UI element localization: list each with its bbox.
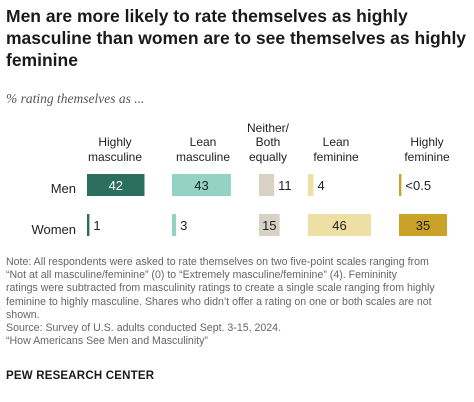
chart-plot: 42 43 11 4 <0.5 1 3 15 46 35 <box>87 174 447 236</box>
data-label-women-2: 15 <box>262 218 276 233</box>
column-header-line: Neither/ <box>246 120 290 135</box>
bar-women-4 <box>399 214 447 236</box>
column-header-lean-masculine: Lean masculine <box>161 120 245 164</box>
column-header-line: feminine <box>313 149 359 164</box>
bar-men-0 <box>87 174 145 196</box>
note-line: “Not at all masculine/feminine” (0) to “… <box>6 269 397 282</box>
column-header-line: Lean <box>322 135 350 149</box>
data-label-women-0: 1 <box>93 218 100 233</box>
notes-block: Note: All respondents were asked to rate… <box>6 256 470 348</box>
column-header-line: feminine <box>404 149 450 164</box>
column-header-line: Both <box>255 135 281 149</box>
column-header-line: masculine <box>87 149 143 164</box>
column-header-line: Highly <box>98 135 132 149</box>
column-header-neither-both: Neither/ Both equally <box>231 120 305 164</box>
data-label-women-3: 46 <box>332 218 346 233</box>
bar-men-4 <box>399 174 402 196</box>
note-line: ratings were subtracted from masculinity… <box>6 282 435 295</box>
data-label-men-4: <0.5 <box>405 178 431 193</box>
chart-subtitle: % rating themselves as ... <box>6 91 145 106</box>
bar-men-1 <box>172 174 231 196</box>
data-label-men-0: 42 <box>109 178 123 193</box>
pew-credit: PEW RESEARCH CENTER <box>6 370 155 382</box>
column-header-line: Lean <box>189 135 217 149</box>
column-header-highly-feminine: Highly feminine <box>385 120 469 164</box>
column-header-highly-masculine: Highly masculine <box>73 120 157 164</box>
row-label-men: Men <box>50 181 76 196</box>
data-label-men-3: 4 <box>318 178 325 193</box>
bar-women-2 <box>259 214 280 236</box>
column-header-line: Highly <box>410 135 444 149</box>
data-label-women-1: 3 <box>180 218 187 233</box>
column-header-lean-feminine: Lean feminine <box>294 120 378 164</box>
bar-women-3 <box>308 214 371 236</box>
note-line: feminine to highly masculine. Shares who… <box>6 295 432 308</box>
column-header-line: equally <box>248 149 288 164</box>
bar-women-0 <box>87 214 90 236</box>
row-label-women: Women <box>31 222 76 237</box>
bar-women-1 <box>172 214 177 236</box>
bar-men-2 <box>259 174 275 196</box>
data-label-women-4: 35 <box>416 218 430 233</box>
source-line: Source: Survey of U.S. adults conducted … <box>6 322 282 335</box>
data-label-men-2: 11 <box>278 178 292 193</box>
note-line: shown. <box>6 308 40 321</box>
data-label-men-1: 43 <box>194 178 208 193</box>
report-line: “How Americans See Men and Masculinity” <box>6 335 208 348</box>
note-line: Note: All respondents were asked to rate… <box>6 256 429 268</box>
chart-title: Men are more likely to rate themselves a… <box>6 6 467 70</box>
bar-men-3 <box>308 174 314 196</box>
column-header-line: masculine <box>175 149 231 164</box>
